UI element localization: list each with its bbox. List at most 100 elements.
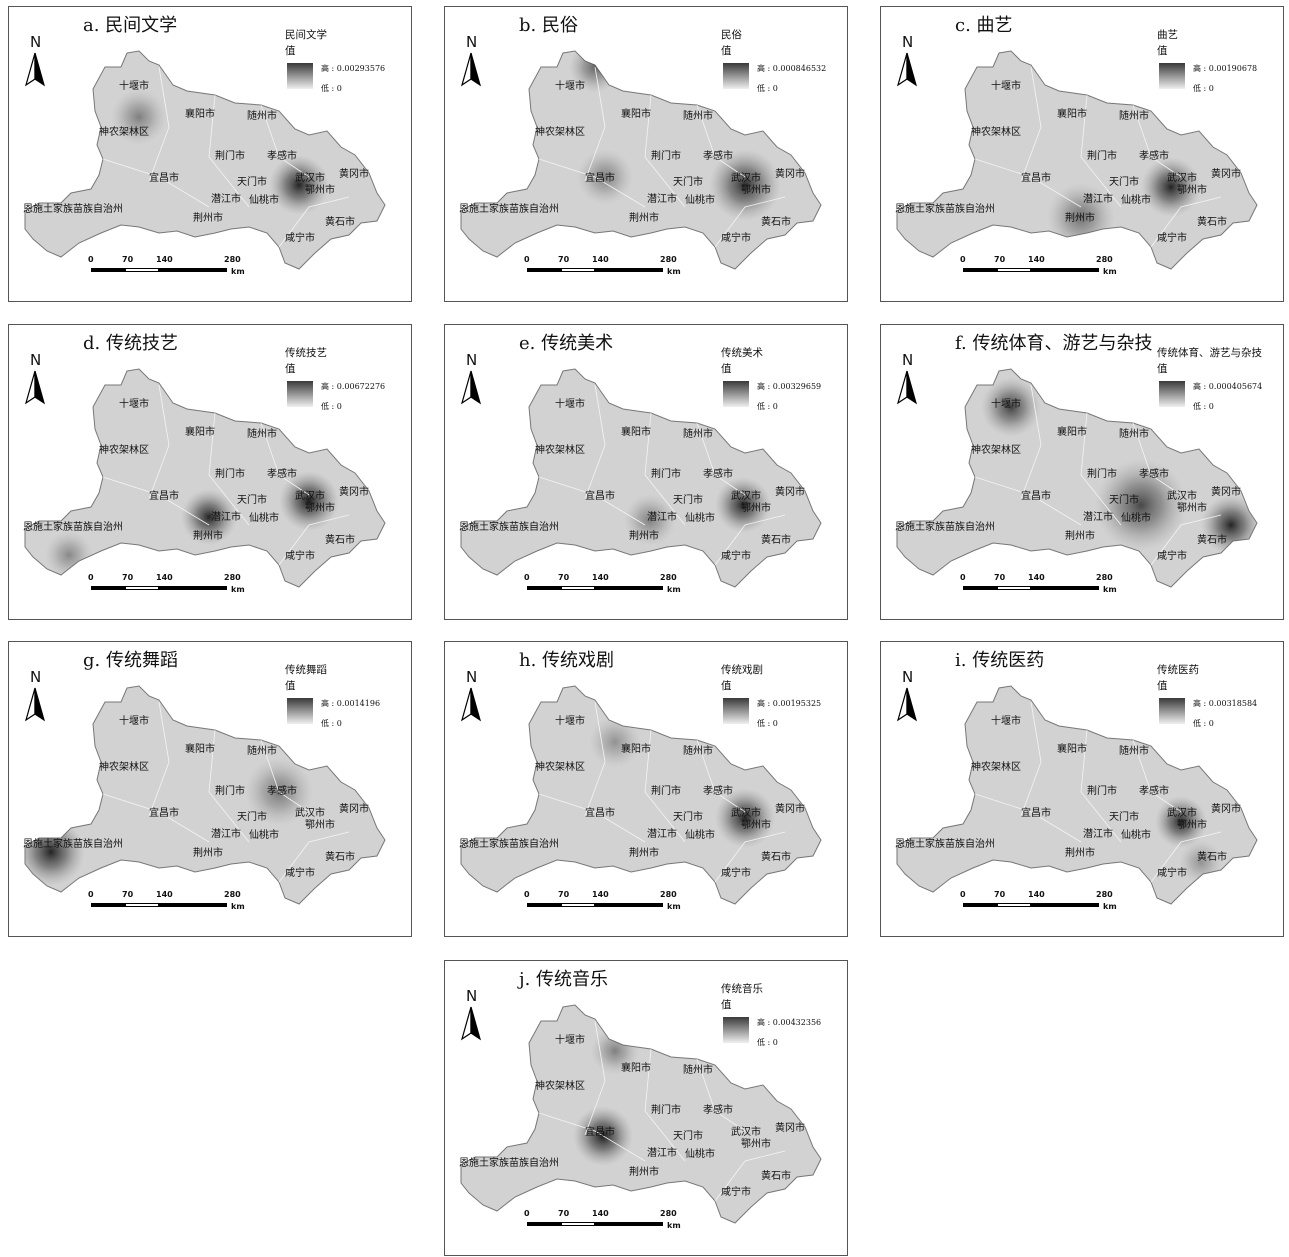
legend-title: 传统美术 [721,347,763,359]
city-label: 咸宁市 [1157,231,1187,244]
scale-tick: 0 [524,1209,530,1218]
city-label: 黄石市 [1197,850,1227,863]
city-label: 宜昌市 [1021,171,1051,184]
city-label: 恩施土家族苗族自治州 [23,837,123,850]
legend-title: 传统医药 [1157,664,1199,676]
district-boundary [102,793,210,843]
city-label: 武汉市 [731,489,761,502]
district-boundary [696,422,746,496]
city-label: 孝感市 [703,784,733,797]
north-arrow-icon: N [895,668,925,728]
north-arrow-icon: N [23,351,53,411]
city-label: 孝感市 [267,467,297,480]
district-boundary [260,739,310,813]
district-boundary [1020,701,1042,817]
city-label: 咸宁市 [285,866,315,879]
legend: 传统戏剧值高 : 0.00195325 低 : 0 [721,662,847,728]
city-label: 天门市 [1109,175,1139,188]
map-panel: 十堰市 襄阳市 随州市 神农架林区 荆门市 孝感市 宜昌市 天门市 武汉市 黄冈市 鄂州市 潜江市 仙桃… [880,324,1284,620]
city-label: 天门市 [673,493,703,506]
city-label: 咸宁市 [721,866,751,879]
city-label: 鄂州市 [741,183,771,196]
legend-low: 低 : 0 [1193,84,1214,93]
legend-gradient [287,698,313,724]
city-label: 神农架林区 [971,125,1021,138]
city-label: 仙桃市 [1121,511,1151,524]
city-label: 襄阳市 [185,107,215,120]
city-label: 恩施土家族苗族自治州 [23,520,123,533]
scale-unit: km [667,902,681,911]
city-label: 黄石市 [761,1169,791,1182]
north-label: N [30,668,42,686]
city-label: 襄阳市 [1057,107,1087,120]
legend-low: 低 : 0 [321,719,342,728]
scale-bar: 0 70 140 280 km [960,573,1123,601]
city-label: 孝感市 [703,149,733,162]
district-boundary [714,831,786,883]
legend-subtitle: 值 [1157,45,1168,57]
legend-subtitle: 值 [285,680,296,692]
city-label: 黄冈市 [1211,485,1241,498]
panel-title: b. 民俗 [519,15,578,36]
city-label: 潜江市 [647,1146,677,1159]
city-label: 潜江市 [647,510,677,523]
district-boundary [208,412,250,526]
legend: 传统美术值高 : 0.00329659 低 : 0 [721,345,847,411]
city-label: 鄂州市 [305,818,335,831]
scale-tick: 140 [156,890,173,899]
district-boundary [278,831,350,883]
legend-high: 高 : 0.00432356 [757,1018,822,1027]
legend-subtitle: 值 [721,680,732,692]
legend-gradient [287,63,313,89]
legend-gradient [723,698,749,724]
legend-subtitle: 值 [1157,363,1168,375]
city-label: 随州市 [1119,744,1149,757]
legend-low: 低 : 0 [757,1038,778,1047]
legend-gradient [287,381,313,407]
city-label: 宜昌市 [585,806,615,819]
city-label: 仙桃市 [249,828,279,841]
district-boundary [1150,831,1222,883]
legend-high: 高 : 0.00293576 [321,64,386,73]
city-label: 十堰市 [119,714,149,727]
density-hotspot [25,818,85,886]
panel-title: h. 传统戏剧 [519,650,615,671]
city-label: 宜昌市 [149,171,179,184]
city-label: 十堰市 [555,397,585,410]
legend-gradient [723,381,749,407]
city-label: 黄冈市 [775,1121,805,1134]
district-boundary [102,158,210,208]
city-label: 荆门市 [651,784,681,797]
city-label: 仙桃市 [685,511,715,524]
legend-high: 高 : 0.00672276 [321,382,386,391]
district-boundary [584,384,606,500]
panel-title: a. 民间文学 [83,15,178,36]
panel-title: c. 曲艺 [955,15,1013,36]
city-label: 咸宁市 [285,549,315,562]
city-label: 随州市 [1119,109,1149,122]
scale-tick: 0 [960,573,966,582]
city-label: 武汉市 [1167,171,1197,184]
city-label: 荆门市 [215,467,245,480]
city-label: 鄂州市 [741,818,771,831]
district-boundary [644,729,686,843]
city-label: 神农架林区 [971,760,1021,773]
scale-tick: 0 [88,890,94,899]
scale-tick: 70 [122,573,134,582]
city-label: 鄂州市 [1177,183,1207,196]
legend-low: 低 : 0 [757,719,778,728]
city-label: 荆州市 [1065,846,1095,859]
district-boundary [278,196,350,248]
scale-tick: 70 [558,1209,570,1218]
city-label: 武汉市 [731,171,761,184]
scale-tick: 70 [994,255,1006,264]
north-arrow-icon: N [459,33,489,93]
legend-title: 传统音乐 [721,983,763,995]
city-label: 潜江市 [1083,510,1113,523]
legend: 传统音乐值高 : 0.00432356 低 : 0 [721,981,847,1047]
district-boundary [148,701,170,817]
city-label: 黄石市 [761,850,791,863]
scale-tick: 280 [1096,890,1113,899]
city-label: 十堰市 [555,79,585,92]
scale-bar: 0 70 140 280 km [960,255,1123,283]
